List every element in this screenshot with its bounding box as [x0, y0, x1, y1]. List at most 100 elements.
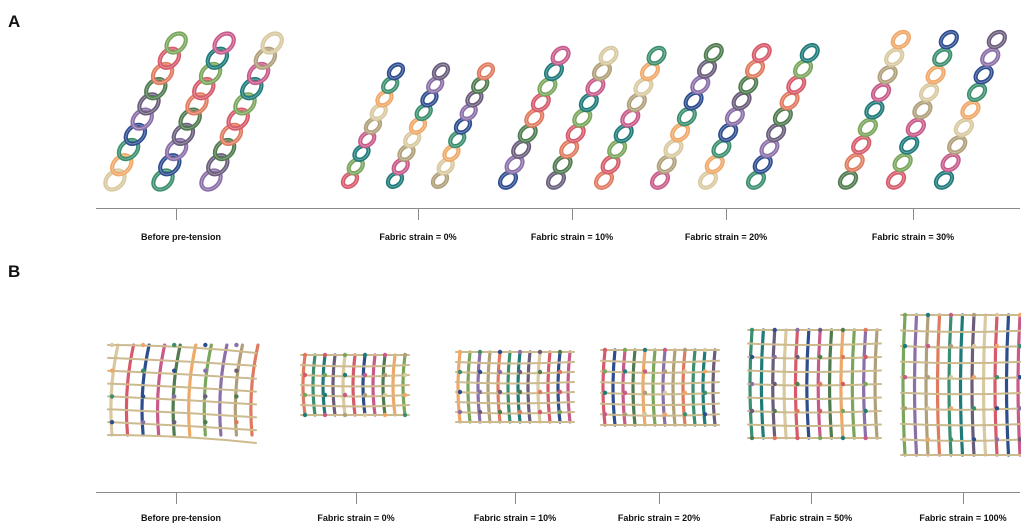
loop-node [1017, 312, 1021, 318]
yarn-loop [792, 58, 814, 79]
course-yarn [300, 374, 410, 378]
yarn-loop [752, 154, 773, 174]
yarn-loop [751, 43, 772, 63]
panel-b-caption: Fabric strain = 100% [919, 513, 1007, 523]
wale-yarn [924, 313, 930, 457]
loop-node [682, 390, 688, 396]
loop-node [840, 408, 846, 414]
loop-node [172, 368, 177, 373]
yarn-loop [703, 43, 724, 63]
loop-node [925, 437, 931, 442]
yarn-highlight [927, 66, 945, 83]
wale-yarn [782, 328, 788, 440]
yarn-loop [738, 74, 759, 95]
loop-node [172, 342, 177, 348]
yarn-loop [925, 64, 946, 85]
yarn-highlight [781, 92, 799, 109]
yarn-loop [885, 170, 907, 190]
yarn-loop [844, 152, 865, 173]
yarn-highlight [214, 33, 235, 54]
loop-node [234, 368, 239, 373]
yarn-highlight [739, 76, 757, 93]
loop-node [902, 375, 908, 380]
wale-yarn [621, 348, 627, 427]
loop-node [971, 375, 977, 380]
yarn-highlight [678, 108, 696, 125]
loop-node [948, 375, 954, 380]
loop-node [622, 369, 628, 374]
loop-node [772, 435, 777, 441]
yarn-loop [890, 29, 911, 50]
loop-node [702, 390, 708, 396]
yarn-highlight [907, 119, 925, 136]
wale-yarn [981, 313, 988, 457]
yarn-highlight [839, 171, 857, 189]
panel-b-caption: Fabric strain = 0% [317, 513, 395, 523]
loop-node [517, 389, 523, 395]
wale-yarn [556, 350, 562, 424]
loop-node [971, 312, 977, 318]
loop-node [322, 412, 328, 418]
yarn-loop [933, 170, 955, 190]
yarn-highlight [885, 49, 903, 66]
panel-a-tick [418, 209, 419, 220]
loop-node [302, 412, 308, 418]
yarn-highlight [705, 44, 723, 62]
wale-yarn [805, 328, 811, 440]
wale-yarn [661, 348, 667, 427]
yarn-highlight [894, 154, 912, 171]
loop-node [749, 408, 755, 414]
panel-b-tick [515, 493, 516, 504]
loop-node [1017, 437, 1021, 442]
loop-node [362, 392, 368, 398]
fabric-patch [107, 342, 260, 444]
loop-node [817, 354, 823, 360]
yarn-loop [598, 45, 619, 66]
panel-a-tick [176, 209, 177, 220]
loop-node [925, 406, 931, 411]
yarn-loop [779, 90, 800, 111]
yarn-loop [724, 106, 745, 127]
yarn-highlight [262, 33, 283, 54]
wale-yarn [496, 350, 502, 424]
loop-node [140, 394, 146, 399]
yarn-highlight [948, 136, 966, 154]
yarn-loop [663, 138, 684, 159]
loop-node [994, 406, 1000, 411]
wale-yarn [671, 348, 677, 427]
loop-node [140, 419, 146, 425]
loop-node [863, 327, 868, 333]
yarn-highlight [961, 101, 979, 118]
yarn-highlight [648, 47, 666, 64]
loop-node [382, 372, 388, 378]
wale-yarn [466, 350, 472, 424]
loop-node [863, 381, 868, 387]
course-yarn [107, 344, 257, 354]
chain-group [340, 62, 496, 189]
loop-node [342, 392, 348, 398]
wale-yarn [341, 353, 347, 417]
yarn-loop [431, 62, 451, 81]
wale-yarn [651, 348, 657, 427]
course-yarn [600, 402, 720, 407]
wale-yarn [947, 313, 953, 457]
wale-yarn [526, 350, 532, 424]
wale-yarn [958, 313, 965, 457]
course-yarn [455, 411, 575, 415]
yarn-highlight [794, 60, 812, 78]
loop-node [795, 381, 800, 387]
loop-node [772, 408, 777, 414]
wale-yarn [516, 350, 522, 424]
loop-node [457, 389, 463, 395]
course-yarn [300, 394, 410, 398]
loop-node [322, 352, 328, 358]
wale-yarn [566, 350, 572, 424]
wale-yarn [381, 353, 387, 417]
yarn-loop [973, 64, 994, 85]
yarn-highlight [767, 124, 785, 141]
panel-b-axis [96, 492, 1020, 493]
loop-node [1017, 343, 1021, 349]
loop-node [642, 390, 648, 396]
yarn-loop [980, 47, 1001, 67]
loop-node [863, 408, 868, 414]
